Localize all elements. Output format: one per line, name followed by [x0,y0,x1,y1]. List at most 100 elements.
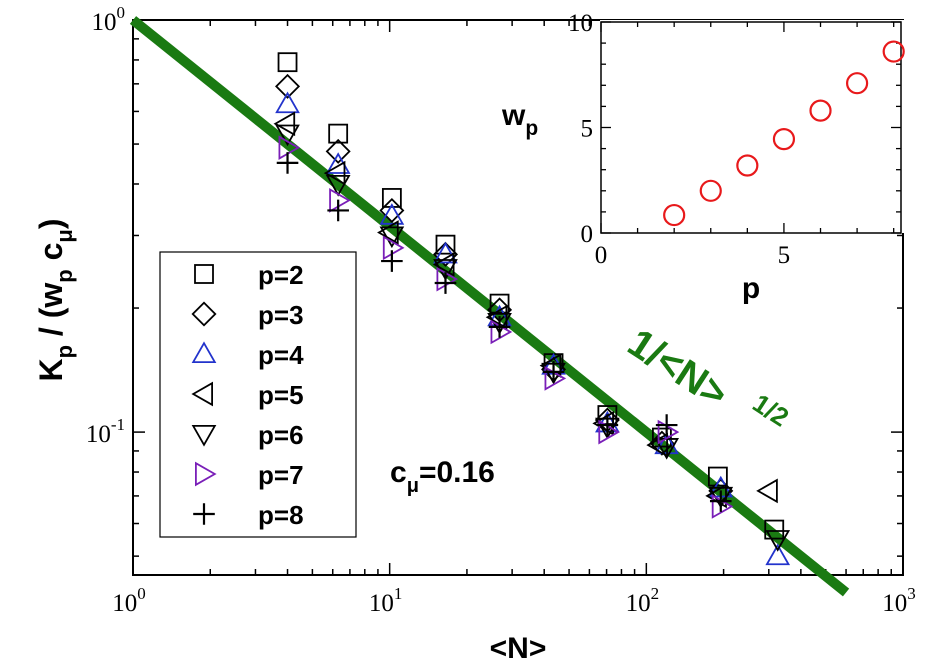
inset-y-axis-label-main: w [501,99,526,132]
data-point-triangle-left [273,111,296,137]
data-point-triangle-right [598,419,620,445]
inset-data-point [699,179,722,202]
y-tick-label-base: 10 [86,421,111,448]
y-tick-label-base: 10 [92,9,117,36]
y-axis-label-sub-p: p [52,345,77,358]
y-axis-label-rest: / (w [33,283,69,345]
data-point-plus [276,152,299,174]
data-point-plus [488,316,511,338]
data-point-square [328,123,349,144]
data-point-triangle-right [657,419,680,445]
data-point-plus [596,414,619,436]
data-point-plus [709,490,732,512]
data-point-diamond [325,138,351,164]
data-point-plus [381,250,403,272]
x-tick-label-exp: 1 [394,584,403,603]
x-tick-label-base: 10 [369,590,394,617]
data-point-triangle-right [436,266,459,292]
legend-label: p=4 [258,340,304,370]
y-axis-label: Kp / (wp cμ) [33,218,77,381]
inset-y-axis-label-sub: p [525,117,538,140]
legend-label: p=5 [258,380,304,410]
data-point-triangle-up [765,543,791,566]
y-tick-label: 10-1 [86,415,125,448]
data-point-plus [327,199,349,222]
c-mu-c: c [390,456,407,489]
inset-data-point [663,203,686,227]
data-point-plus [434,272,457,294]
data-point-triangle-down [275,124,300,147]
x-tick-label: 103 [882,584,916,617]
inset-data-point [809,99,832,122]
x-tick-label-exp: 0 [137,584,146,603]
inset-x-axis-label: p [742,272,760,305]
data-point-diamond [379,197,405,223]
x-tick-label-exp: 3 [907,584,916,603]
data-point-square [652,427,672,448]
data-point-square [707,466,728,487]
data-point-triangle-down [325,174,351,197]
x-tick-label: 100 [112,584,146,617]
legend-marker-square [194,264,214,284]
legend-label: p=8 [258,500,304,530]
x-tick-label-base: 10 [626,590,651,617]
legend-marker-triangle-down [191,424,217,447]
data-point-triangle-right [544,366,567,391]
legend-label: p=6 [258,420,304,450]
data-point-square [435,234,456,255]
inset-y-axis-label: wp [501,99,538,140]
legend-marker-diamond [191,301,217,327]
y-tick-label-exp: 0 [117,3,126,22]
c-mu-sub: μ [407,475,419,497]
data-point-triangle-right [329,188,351,213]
data-point-square [381,188,402,208]
data-point-triangle-down [765,530,791,552]
inset-data-point [736,154,759,177]
y-axis-label-sub-mu: μ [52,229,77,242]
data-point-triangle-right [278,135,301,161]
data-point-square [277,52,298,73]
y-axis-label-sub-p2: p [52,269,77,282]
legend-marker-triangle-left [191,381,214,407]
data-point-triangle-left [485,304,508,330]
main-plot-frame [132,19,904,576]
y-tick-label: 100 [92,3,126,36]
x-tick-label: 102 [626,584,660,617]
data-point-diamond [432,241,459,267]
x-tick-label-base: 10 [882,590,907,617]
legend-label: p=3 [258,300,304,330]
data-point-plus [542,361,565,383]
inset-data-point [845,72,869,95]
y-tick-label-exp: -1 [111,415,125,434]
data-point-triangle-left [323,160,346,186]
data-point-triangle-right [382,235,405,261]
data-point-square [489,293,510,314]
data-point-triangle-up [433,241,458,264]
legend-marker-triangle-right [194,461,217,487]
fit-line-label-main: 1/<N> [620,321,735,417]
data-point-square [764,519,785,540]
x-tick-label-exp: 2 [651,584,660,603]
inset-y-tick-label: 0 [581,221,594,248]
data-point-triangle-up [275,91,300,114]
inset-y-tick-label: 5 [581,116,594,143]
legend-marker-triangle-up [191,341,217,364]
data-point-triangle-down [379,226,405,249]
fit-line-label-exp: 1/2 [747,388,794,433]
inset-x-tick-label: 5 [778,242,791,269]
svg-text:Kp / (wp cμ): Kp / (wp cμ) [33,218,77,381]
data-point-diamond [275,73,301,99]
inset-y-tick-label: 10 [568,10,593,37]
legend-label: p=7 [258,460,304,490]
x-tick-label-base: 10 [112,590,137,617]
data-point-plus [655,414,678,436]
y-axis-label-close: ) [33,218,69,229]
x-tick-label: 101 [369,584,403,617]
data-point-triangle-up [379,203,405,225]
inset-x-tick-label: 0 [595,242,608,269]
c-mu-annotation: cμ=0.16 [390,456,495,497]
x-axis-label: <N> [490,632,547,663]
data-point-triangle-left [756,478,778,504]
inset-data-point [772,128,796,151]
